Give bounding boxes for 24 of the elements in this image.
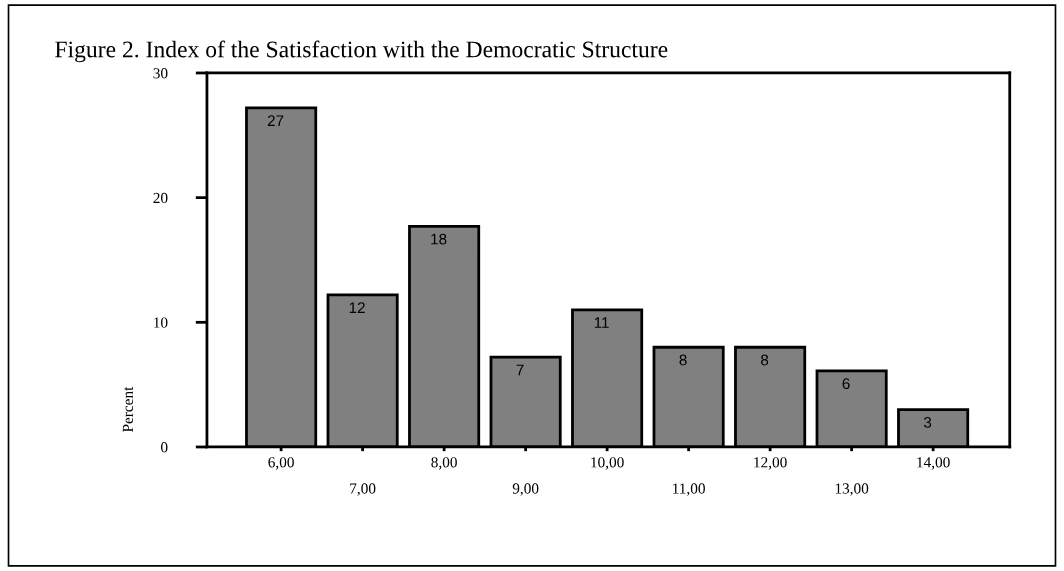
- y-tick-label: 20: [153, 192, 168, 204]
- data-label: 8: [761, 354, 769, 366]
- data-label: 3: [923, 416, 932, 428]
- x-tick-label: 14,00: [917, 457, 950, 470]
- x-tick-label: 8,00: [431, 457, 457, 470]
- data-label: 7: [516, 364, 524, 376]
- y-tick-label: 30: [153, 68, 168, 79]
- x-tick-label: 12,00: [754, 457, 787, 470]
- x-tick-label: 7,00: [350, 483, 376, 496]
- data-label: 8: [679, 354, 687, 366]
- data-label: 27: [267, 115, 284, 126]
- y-tick-label: 10: [154, 317, 168, 328]
- data-label: 18: [431, 233, 447, 245]
- chart-title: Figure 2. Index of the Satisfaction with the Democratic Structure: [55, 40, 668, 63]
- x-tick-label: 10,00: [591, 457, 624, 470]
- data-label: 12: [349, 302, 365, 313]
- x-tick-label: 13,00: [835, 483, 869, 496]
- x-tick-label: 11,00: [673, 483, 705, 496]
- x-tick-label: 6,00: [268, 457, 294, 470]
- x-tick-label: 9,00: [512, 483, 539, 496]
- y-tick-label: 0: [161, 442, 168, 453]
- data-label: 11: [594, 317, 609, 328]
- y-axis-title: Percent: [122, 386, 134, 433]
- data-label: 6: [842, 378, 850, 390]
